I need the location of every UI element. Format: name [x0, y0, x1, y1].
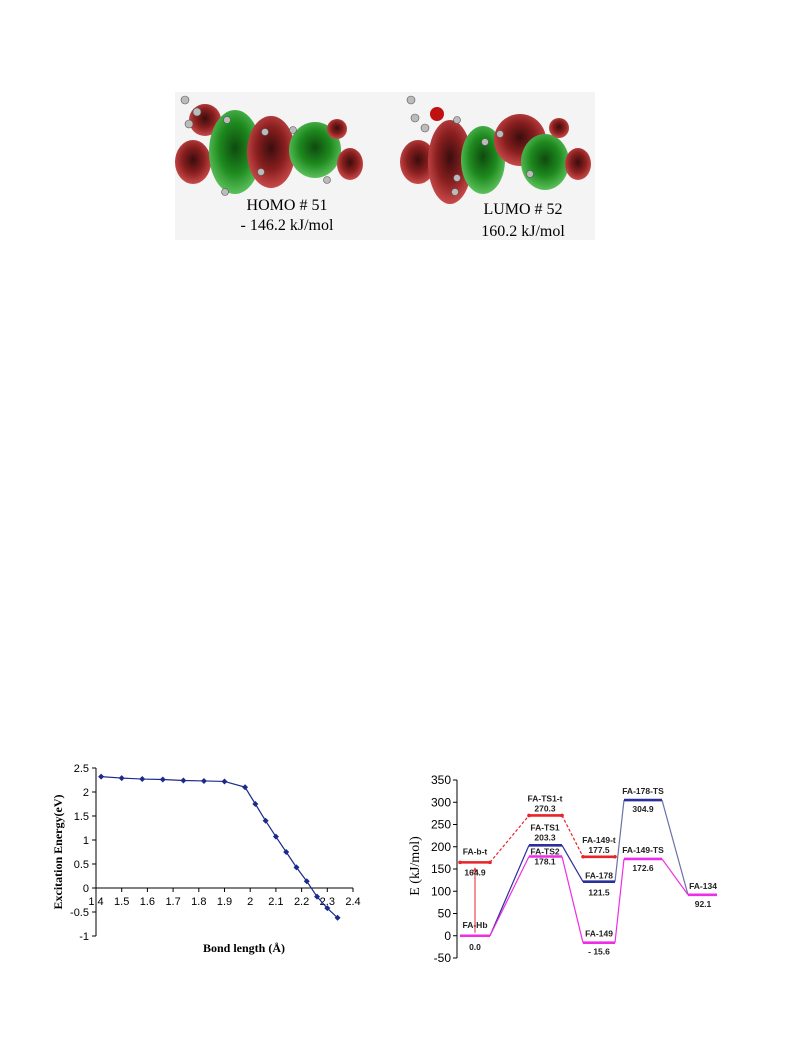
- energy-connector: [614, 800, 625, 882]
- reaction-energy-diagram: -50 0 50 100 150 200 250 300 350 FA-Hb 0.0 FA-b-t 1…: [405, 770, 740, 970]
- excitation-x-tick-label: 2.3: [320, 896, 335, 908]
- excitation-data-point: [293, 864, 300, 871]
- excitation-x-tick-label: 1.5: [114, 896, 129, 908]
- energy-level-value: 177.5: [588, 845, 610, 855]
- energy-level-value: 270.3: [534, 803, 556, 813]
- energy-level-value: 172.6: [632, 863, 654, 873]
- energy-level-name: FA-149-t: [582, 835, 616, 845]
- energy-level-name: FA-TS1-t: [528, 793, 563, 803]
- excitation-data-point: [139, 776, 146, 783]
- energy-y-tick-label: 200: [431, 840, 451, 854]
- energy-level-name: FA-178: [585, 871, 613, 881]
- excitation-y-axis-label: Excitation Energy(eV): [51, 795, 65, 910]
- excitation-data-point: [180, 777, 187, 784]
- excitation-data-point: [159, 776, 166, 783]
- energy-level-end: [581, 854, 585, 859]
- energy-level-end: [527, 813, 531, 818]
- energy-y-tick-label: 100: [431, 884, 451, 898]
- lumo-energy: 160.2 kJ/mol: [481, 223, 565, 240]
- energy-level-end: [560, 813, 564, 818]
- homo-label: HOMO # 51: [247, 197, 328, 214]
- energy-connector: [489, 815, 530, 863]
- energy-connector: [489, 845, 530, 936]
- energy-connector: [561, 844, 584, 882]
- lumo-label: LUMO # 52: [483, 201, 562, 218]
- excitation-y-tick-label: 1: [83, 835, 89, 847]
- excitation-data-point: [118, 775, 125, 782]
- excitation-data-point: [334, 914, 341, 921]
- excitation-data-point: [283, 849, 290, 855]
- excitation-data-point: [314, 893, 321, 900]
- energy-y-tick-label: 150: [431, 862, 451, 876]
- excitation-x-tick-label: 1.7: [165, 896, 180, 908]
- excitation-data-point: [200, 777, 207, 784]
- energy-connector: [489, 856, 530, 937]
- energy-connector: [661, 858, 689, 896]
- energy-level-name: FA-178-TS: [622, 786, 664, 796]
- excitation-x-tick-label: 1.8: [191, 896, 206, 908]
- energy-y-axis-label: E (kJ/mol): [408, 836, 423, 896]
- excitation-x-tick-label: 2.1: [268, 896, 283, 908]
- energy-y-tick-label: 50: [438, 907, 452, 921]
- energy-y-tick-label: -50: [434, 951, 452, 965]
- energy-connector: [661, 799, 689, 895]
- energy-diagram-svg: -50 0 50 100 150 200 250 300 350 FA-Hb 0.0 FA-b-t 1…: [408, 773, 717, 965]
- energy-level-name: FA-TS2: [530, 846, 560, 856]
- energy-y-tick-label: 350: [431, 773, 451, 787]
- excitation-data-point: [252, 801, 259, 807]
- excitation-x-tick-label: 1.6: [140, 896, 155, 908]
- excitation-y-tick-label: -0.5: [70, 907, 89, 919]
- excitation-x-tick-label: 2.2: [294, 896, 309, 908]
- excitation-arrow-head: [471, 867, 479, 874]
- energy-y-tick-label: 250: [431, 818, 451, 832]
- energy-level-name: FA-b-t: [463, 846, 488, 856]
- excitation-energy-chart: -1 -0.5 0 0.5 1 1.5 2 2.5 1.4 1.5 1.6 1.7 1.8 1.9 2 2.1…: [48, 760, 373, 970]
- excitation-x-axis-label: Bond length (Å): [203, 941, 285, 955]
- energy-y-tick-label: 300: [431, 795, 451, 809]
- energy-level-value: 0.0: [469, 942, 481, 952]
- excitation-y-tick-label: 0: [83, 883, 89, 895]
- excitation-data-point: [272, 833, 279, 840]
- excitation-data-point: [262, 817, 269, 824]
- energy-level-value: 92.1: [695, 899, 712, 909]
- excitation-data-point: [303, 878, 310, 885]
- energy-level-name: FA-TS1: [530, 822, 560, 832]
- energy-level-name: FA-134: [689, 881, 717, 891]
- energy-level-name: FA-149-TS: [622, 845, 664, 855]
- excitation-data-point: [98, 773, 105, 780]
- energy-level-value: 121.5: [588, 888, 610, 898]
- excitation-x-tick-label: 1.9: [217, 896, 232, 908]
- excitation-y-tick-label: -1: [79, 931, 89, 943]
- energy-connector: [561, 815, 584, 858]
- excitation-x-tick-label: 2.4: [345, 896, 360, 908]
- excitation-y-tick-label: 2.5: [74, 763, 89, 775]
- energy-level-name: FA-149: [585, 929, 613, 939]
- homo-orbital-lobes: [175, 95, 363, 196]
- energy-connector: [561, 856, 584, 943]
- energy-connector: [614, 858, 625, 943]
- orbital-image: HOMO # 51 - 146.2 kJ/mol LUMO # 52 160.2…: [175, 92, 595, 240]
- excitation-data-point: [324, 905, 331, 912]
- excitation-x-tick-label: 2: [247, 896, 253, 908]
- energy-level-value: 203.3: [534, 832, 556, 842]
- energy-level-value: 178.1: [534, 856, 556, 866]
- lumo-orbital-lobes: [400, 95, 591, 204]
- excitation-y-tick-label: 0.5: [74, 859, 89, 871]
- energy-level-value: - 15.6: [588, 947, 610, 957]
- energy-level-name: FA-Hb: [462, 920, 487, 930]
- energy-y-tick-label: 0: [444, 929, 451, 943]
- excitation-data-point: [242, 784, 249, 791]
- excitation-y-tick-label: 2: [83, 787, 89, 799]
- excitation-x-tick-label: 1.4: [88, 896, 103, 908]
- excitation-y-tick-label: 1.5: [74, 811, 89, 823]
- excitation-chart-svg: -1 -0.5 0 0.5 1 1.5 2 2.5 1.4 1.5 1.6 1.7 1.8 1.9 2 2.1…: [51, 763, 361, 955]
- energy-level-end: [488, 860, 492, 865]
- energy-level-value: 164.9: [464, 867, 486, 877]
- energy-level-value: 304.9: [632, 804, 654, 814]
- energy-level-end: [613, 854, 617, 859]
- homo-energy: - 146.2 kJ/mol: [241, 217, 334, 234]
- orbital-figure: HOMO # 51 - 146.2 kJ/mol LUMO # 52 160.2…: [175, 92, 595, 240]
- energy-level-end: [458, 860, 462, 865]
- excitation-data-point: [221, 778, 228, 785]
